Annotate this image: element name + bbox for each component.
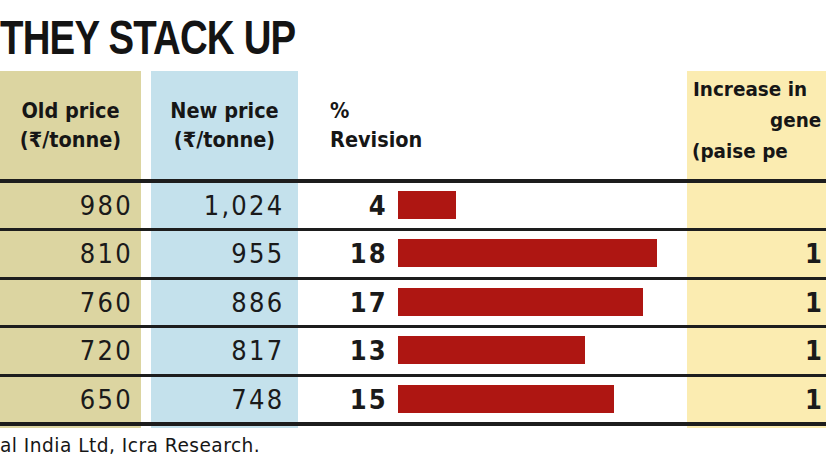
pct-revision-value: 4	[305, 183, 388, 228]
pct-revision-value: 15	[305, 377, 388, 422]
pct-revision-value: 13	[305, 328, 388, 373]
pct-revision-bar	[398, 191, 456, 219]
page-title: THEY STACK UP	[0, 10, 295, 65]
new-price-header: New price (₹/tonne)	[157, 97, 292, 155]
old-price-cell: 810	[14, 231, 141, 276]
old-price-cell: 650	[14, 377, 141, 422]
table-row: 980 1,0244	[0, 183, 826, 231]
new-price-cell: 955	[166, 231, 298, 276]
pct-revision-header-line1: %	[330, 97, 440, 126]
old-price-header-line1: Old price	[6, 97, 136, 126]
increase-header-line2: gene	[770, 108, 821, 132]
increase-cell: 1	[701, 328, 826, 373]
table-rows: 9801,02448109551817608861717208171316507…	[0, 183, 826, 426]
new-price-cell: 886	[166, 280, 298, 325]
increase-header-line1: Increase in	[693, 77, 807, 101]
new-price-header-line2: (₹/tonne)	[157, 126, 292, 155]
new-price-cell: 1,024	[166, 183, 298, 228]
increase-header-line3: (paise pe	[692, 139, 788, 163]
pct-revision-bar	[398, 288, 643, 316]
table-row: 720 81713 1	[0, 328, 826, 376]
old-price-cell: 760	[14, 280, 141, 325]
source-note: al India Ltd, Icra Research.	[0, 433, 260, 457]
table-row: 810 95518 1	[0, 231, 826, 279]
increase-cell: 1	[701, 280, 826, 325]
pct-revision-header-line2: Revision	[330, 126, 440, 155]
pct-revision-value: 17	[305, 280, 388, 325]
pct-revision-header: % Revision	[330, 97, 440, 155]
pct-revision-bar	[398, 336, 585, 364]
new-price-header-line1: New price	[157, 97, 292, 126]
old-price-header: Old price (₹/tonne)	[6, 97, 136, 155]
table-row: 650 74815 1	[0, 377, 826, 426]
increase-cell: 1	[701, 377, 826, 422]
pct-revision-value: 18	[305, 231, 388, 276]
new-price-cell: 748	[166, 377, 298, 422]
pct-revision-bar	[398, 239, 657, 267]
old-price-cell: 720	[14, 328, 141, 373]
old-price-cell: 980	[14, 183, 141, 228]
new-price-cell: 817	[166, 328, 298, 373]
pct-revision-bar	[398, 385, 614, 413]
increase-cell: 1	[701, 231, 826, 276]
table-row: 760 88617 1	[0, 280, 826, 328]
increase-cell	[701, 183, 826, 228]
infographic: THEY STACK UP Old price (₹/tonne) New pr…	[0, 0, 826, 465]
old-price-header-line2: (₹/tonne)	[6, 126, 136, 155]
